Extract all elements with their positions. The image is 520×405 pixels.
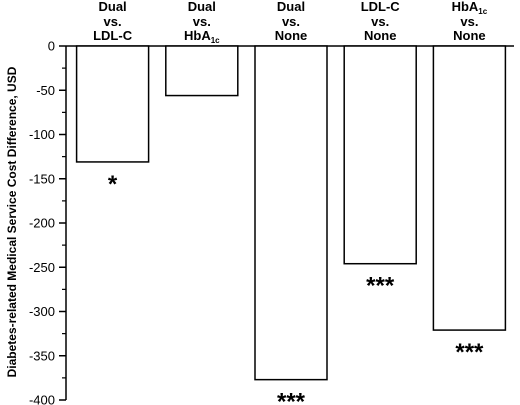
y-tick-label: -400 [29, 393, 55, 405]
category-label: vs. [104, 14, 122, 29]
category-label: None [453, 28, 486, 43]
category-label: Dual [99, 0, 127, 14]
bar [343, 45, 417, 265]
y-tick-label: -150 [29, 171, 55, 186]
category-label: vs. [460, 14, 478, 29]
category-label: vs. [193, 14, 211, 29]
y-tick-label: -100 [29, 127, 55, 142]
significance-marker: *** [455, 339, 484, 366]
y-tick-label: -200 [29, 216, 55, 231]
category-label: HbA1c [184, 28, 220, 45]
category-labels: Dualvs.LDL-CDualvs.HbA1cDualvs.NoneLDL-C… [93, 0, 488, 45]
category-label: Dual [277, 0, 305, 14]
y-axis: 0 -50 -100 -150 -200 -250 -300 -350 -400 [29, 39, 514, 405]
y-tick-label: -300 [29, 304, 55, 319]
category-label: vs. [282, 14, 300, 29]
y-tick-label: -250 [29, 260, 55, 275]
y-tick-label: 0 [48, 39, 55, 54]
category-label: Dual [188, 0, 216, 14]
category-label: vs. [371, 14, 389, 29]
category-label: None [364, 28, 397, 43]
significance-marker: *** [277, 389, 306, 405]
bar [165, 45, 239, 97]
y-tick-label: -350 [29, 348, 55, 363]
category-label: LDL-C [361, 0, 401, 14]
y-tick-label: -50 [36, 83, 55, 98]
y-axis-label: Diabetes-related Medical Service Cost Di… [5, 66, 19, 377]
bar [75, 45, 150, 163]
bars [75, 45, 507, 381]
significance-marker: *** [366, 273, 395, 300]
category-label: None [275, 28, 308, 43]
significance-marker: * [108, 171, 118, 198]
bar [432, 45, 507, 331]
bar [254, 45, 328, 381]
significance-markers: ********** [108, 171, 484, 405]
category-label: LDL-C [93, 28, 133, 43]
